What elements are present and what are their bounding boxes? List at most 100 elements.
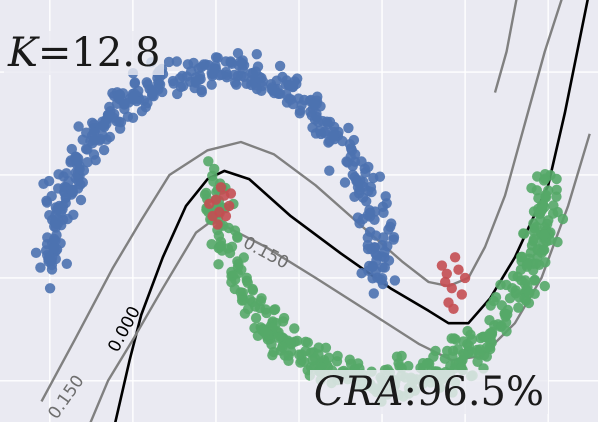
- data-point-series-0: [172, 88, 183, 100]
- data-point-series-0: [386, 218, 397, 229]
- data-point-series-1: [524, 287, 535, 299]
- data-point-series-0: [140, 101, 151, 113]
- data-point-series-1: [278, 312, 290, 324]
- data-point-series-1: [307, 354, 318, 366]
- data-point-series-0: [379, 246, 390, 258]
- data-point-series-1: [313, 342, 324, 353]
- data-point-series-0: [277, 71, 288, 83]
- data-point-series-1: [300, 346, 311, 357]
- data-point-series-0: [63, 176, 74, 187]
- data-point-series-1: [289, 323, 300, 334]
- data-point-series-0: [119, 99, 130, 110]
- data-point-series-0: [89, 135, 100, 146]
- data-point-series-0: [348, 134, 360, 146]
- data-point-series-1: [516, 251, 528, 262]
- k-value: 12.8: [71, 30, 161, 76]
- data-point-series-0: [190, 77, 202, 89]
- data-point-series-1: [551, 173, 562, 185]
- data-point-series-1: [295, 357, 306, 368]
- data-point-series-0: [53, 169, 64, 180]
- data-point-series-0: [71, 151, 82, 163]
- data-point-series-1: [215, 240, 227, 251]
- data-point-series-1: [539, 280, 550, 292]
- data-point-series-0: [61, 258, 72, 269]
- data-point-series-1: [302, 337, 313, 348]
- data-point-series-0: [142, 79, 153, 90]
- k-annotation: K=12.8: [4, 30, 165, 76]
- data-point-series-1: [536, 200, 547, 211]
- data-point-series-0: [339, 177, 351, 188]
- data-point-series-0: [252, 61, 264, 72]
- data-point-series-0: [113, 116, 125, 127]
- data-point-series-1: [250, 312, 262, 324]
- data-point-series-0: [46, 264, 58, 275]
- data-point-series-0: [216, 69, 228, 81]
- data-point-series-1: [445, 360, 456, 372]
- data-point-series-0: [177, 70, 188, 82]
- data-point-series-1: [331, 356, 343, 367]
- data-point-series-1: [247, 283, 258, 295]
- data-point-series-1: [496, 320, 507, 332]
- data-point-series-0: [112, 92, 124, 103]
- data-point-series-0: [246, 75, 257, 86]
- data-point-series-1: [233, 258, 244, 270]
- data-point-series-1: [267, 350, 278, 361]
- data-point-series-0: [98, 144, 110, 156]
- data-point-series-2: [448, 303, 459, 314]
- data-point-series-1: [481, 342, 492, 353]
- data-point-series-2: [207, 210, 218, 222]
- data-point-series-1: [488, 295, 499, 307]
- data-point-series-2: [212, 219, 223, 230]
- data-point-series-1: [229, 225, 241, 236]
- data-point-series-2: [220, 210, 232, 222]
- data-point-series-0: [196, 86, 207, 98]
- data-point-series-0: [77, 177, 89, 188]
- cra-symbol: CRA: [313, 369, 404, 415]
- data-point-series-0: [50, 253, 61, 265]
- data-point-series-1: [516, 275, 527, 286]
- cra-value: 96.5%: [416, 369, 544, 415]
- data-point-series-1: [458, 348, 469, 360]
- data-point-series-0: [284, 80, 295, 91]
- data-point-series-0: [246, 68, 257, 79]
- data-point-series-0: [337, 135, 348, 147]
- data-point-series-2: [459, 272, 471, 284]
- data-point-series-0: [347, 169, 358, 180]
- data-point-series-0: [324, 116, 336, 128]
- data-point-series-0: [30, 247, 42, 258]
- contour-line-3: [493, 0, 518, 93]
- data-point-series-0: [266, 84, 277, 95]
- data-point-series-1: [531, 185, 542, 196]
- cra-colon: :: [403, 369, 417, 415]
- k-symbol: K: [8, 30, 38, 76]
- data-point-series-2: [204, 198, 215, 209]
- data-point-series-0: [44, 283, 56, 294]
- data-point-series-1: [519, 228, 530, 239]
- data-point-series-2: [453, 264, 464, 275]
- data-point-series-2: [449, 252, 461, 263]
- data-point-series-1: [266, 339, 277, 350]
- data-point-series-2: [440, 276, 451, 288]
- k-equals: =: [37, 30, 72, 76]
- data-point-series-0: [171, 56, 182, 67]
- data-point-series-1: [417, 358, 429, 369]
- data-point-series-0: [369, 214, 380, 225]
- data-point-series-1: [538, 175, 550, 186]
- data-point-series-2: [224, 200, 235, 212]
- data-point-series-1: [465, 329, 476, 340]
- data-point-series-0: [81, 127, 92, 138]
- data-point-series-0: [127, 112, 139, 124]
- data-point-series-1: [529, 275, 540, 286]
- data-point-series-0: [82, 157, 93, 168]
- data-point-series-0: [238, 60, 250, 71]
- data-point-series-0: [206, 67, 217, 79]
- data-point-series-1: [255, 295, 266, 307]
- data-point-series-0: [366, 186, 377, 198]
- data-point-series-0: [257, 76, 268, 87]
- data-point-series-0: [231, 79, 242, 90]
- data-point-series-0: [67, 187, 79, 198]
- data-point-series-0: [206, 79, 217, 90]
- data-point-series-0: [129, 88, 140, 99]
- data-point-series-1: [260, 304, 271, 315]
- data-point-series-0: [61, 168, 72, 179]
